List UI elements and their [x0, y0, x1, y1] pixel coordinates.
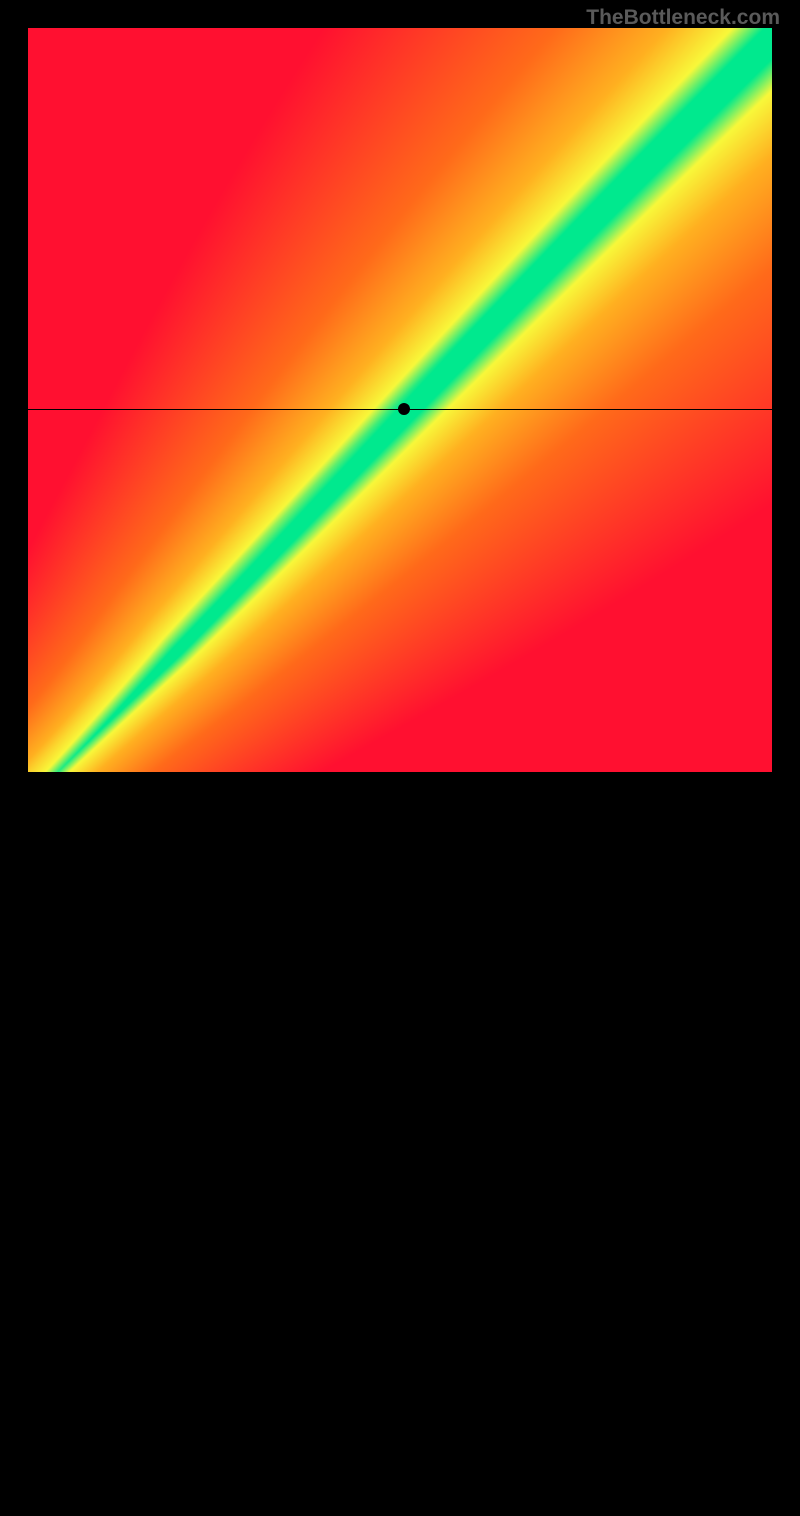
heatmap-canvas — [28, 28, 772, 772]
watermark-text: TheBottleneck.com — [586, 6, 780, 30]
crosshair-vertical — [404, 772, 405, 1516]
heatmap-plot — [28, 28, 772, 772]
crosshair-marker — [398, 403, 410, 415]
